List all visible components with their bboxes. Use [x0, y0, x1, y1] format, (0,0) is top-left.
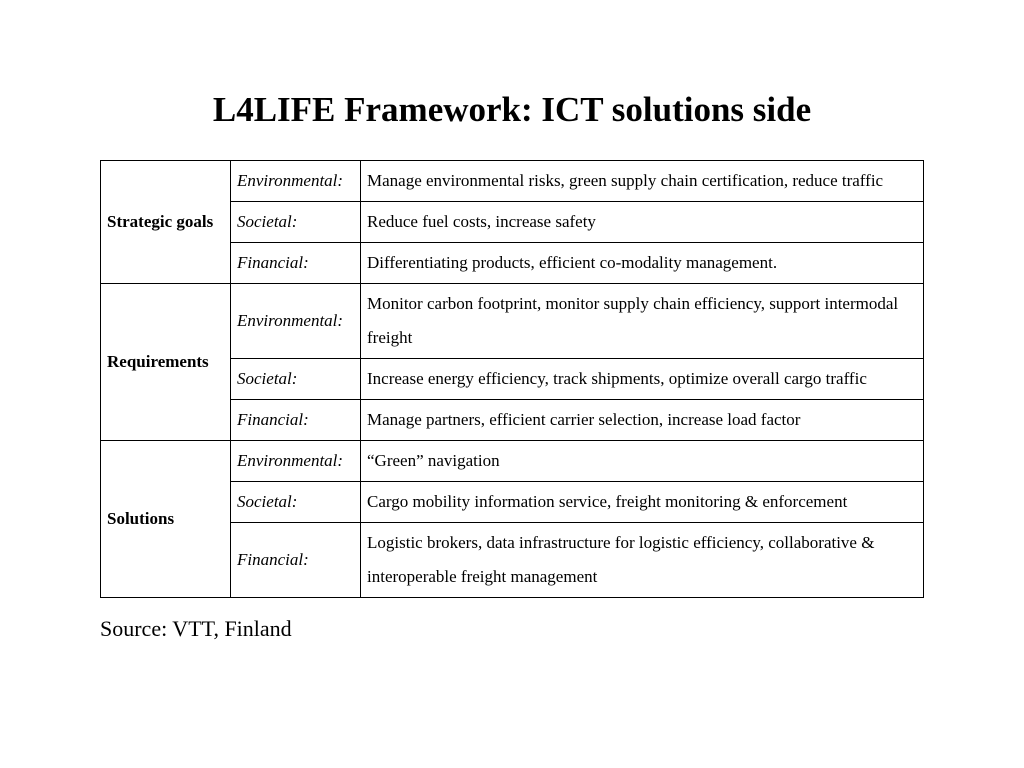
dimension-societal: Societal: [231, 359, 361, 400]
dimension-societal: Societal: [231, 482, 361, 523]
cell-solutions-financial: Logistic brokers, data infrastructure fo… [361, 523, 924, 598]
category-solutions: Solutions [101, 441, 231, 598]
cell-solutions-societal: Cargo mobility information service, frei… [361, 482, 924, 523]
dimension-financial: Financial: [231, 400, 361, 441]
table-row: Requirements Environmental: Monitor carb… [101, 284, 924, 359]
cell-requirements-societal: Increase energy efficiency, track shipme… [361, 359, 924, 400]
cell-solutions-environmental: “Green” navigation [361, 441, 924, 482]
category-strategic-goals: Strategic goals [101, 161, 231, 284]
source-citation: Source: VTT, Finland [100, 616, 924, 642]
category-requirements: Requirements [101, 284, 231, 441]
dimension-societal: Societal: [231, 202, 361, 243]
table-row: Strategic goals Environmental: Manage en… [101, 161, 924, 202]
cell-requirements-financial: Manage partners, efficient carrier selec… [361, 400, 924, 441]
framework-table: Strategic goals Environmental: Manage en… [100, 160, 924, 598]
dimension-environmental: Environmental: [231, 284, 361, 359]
dimension-financial: Financial: [231, 523, 361, 598]
cell-strategic-environmental: Manage environmental risks, green supply… [361, 161, 924, 202]
cell-strategic-societal: Reduce fuel costs, increase safety [361, 202, 924, 243]
dimension-environmental: Environmental: [231, 441, 361, 482]
table-row: Solutions Environmental: “Green” navigat… [101, 441, 924, 482]
dimension-financial: Financial: [231, 243, 361, 284]
cell-requirements-environmental: Monitor carbon footprint, monitor supply… [361, 284, 924, 359]
dimension-environmental: Environmental: [231, 161, 361, 202]
cell-strategic-financial: Differentiating products, efficient co-m… [361, 243, 924, 284]
page-title: L4LIFE Framework: ICT solutions side [100, 90, 924, 130]
